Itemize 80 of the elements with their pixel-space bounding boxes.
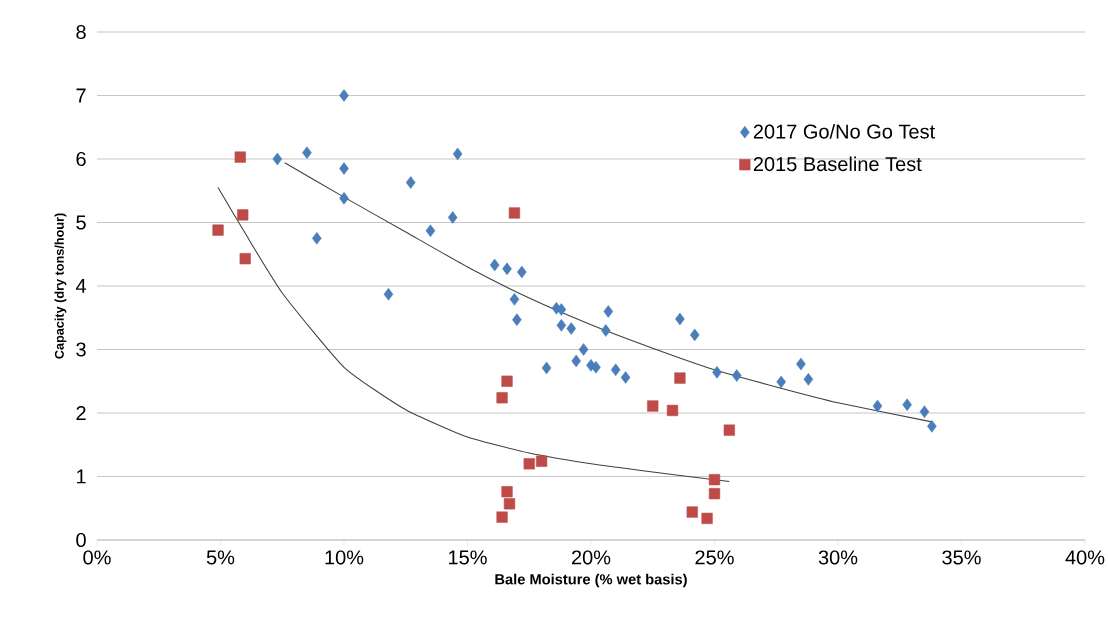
point: [872, 399, 883, 413]
point: [803, 373, 814, 386]
point: [601, 324, 611, 337]
point: [591, 361, 601, 374]
point: [302, 146, 312, 159]
line-series: [217, 187, 730, 483]
point: [675, 312, 685, 326]
y-tick-label: 7: [76, 88, 86, 103]
y-tick-label: 6: [76, 151, 86, 167]
point: [674, 372, 686, 384]
x-axis-title: Bale Moisture (% wet basis): [495, 573, 687, 588]
x-tick-label: 0%: [83, 550, 111, 565]
point: [496, 392, 508, 404]
x-tick-label: 5%: [206, 550, 235, 565]
point: [503, 498, 516, 510]
legend-label: 2017 Go/No Go Test: [753, 123, 936, 139]
point: [712, 366, 722, 379]
x-tick-label: 40%: [1065, 550, 1105, 565]
x-tick-label: 20%: [571, 550, 611, 565]
y-tick-label: 8: [76, 24, 86, 40]
point: [708, 488, 721, 500]
y-axis-title: Capacity (dry tons/hour): [54, 213, 67, 359]
legend-label: 2015 Baseline Test: [753, 156, 922, 172]
point: [237, 209, 249, 221]
point: [541, 361, 552, 375]
point: [496, 511, 508, 523]
point: [452, 147, 463, 161]
point: [536, 455, 548, 467]
point: [708, 474, 721, 486]
point: [272, 152, 283, 166]
point: [339, 89, 349, 102]
y-tick-label: 0: [76, 532, 86, 548]
point: [723, 424, 735, 436]
point: [610, 363, 621, 377]
x-tick-label: 35%: [942, 550, 981, 565]
point: [566, 322, 577, 335]
point: [339, 162, 349, 175]
point: [512, 313, 522, 326]
point: [689, 328, 700, 342]
point: [312, 232, 322, 245]
point: [234, 151, 246, 163]
point: [686, 506, 698, 518]
point: [647, 400, 659, 412]
point: [776, 375, 786, 389]
point: [509, 293, 520, 306]
y-tick-label: 3: [76, 342, 86, 357]
point: [501, 486, 513, 498]
point: [578, 343, 589, 356]
x-tick-label: 15%: [449, 550, 487, 565]
point: [425, 224, 436, 238]
point: [405, 176, 416, 189]
point: [556, 319, 567, 332]
y-tick-label: 2: [76, 406, 86, 420]
point: [447, 211, 458, 224]
point: [731, 369, 742, 382]
point: [666, 404, 679, 417]
point: [508, 207, 521, 219]
point: [701, 512, 713, 524]
point: [212, 224, 224, 236]
point: [603, 305, 614, 318]
point: [919, 405, 930, 418]
point: [523, 458, 535, 470]
x-tick-label: 10%: [325, 550, 364, 565]
x-tick-label: 25%: [695, 550, 734, 565]
point: [239, 253, 251, 265]
y-tick-label: 5: [76, 215, 86, 230]
point: [927, 420, 937, 433]
y-tick-label: 4: [75, 279, 87, 293]
point: [620, 371, 631, 384]
x-tick-label: 30%: [818, 550, 858, 565]
point: [489, 258, 500, 272]
point: [571, 354, 581, 368]
point: [383, 287, 394, 301]
point: [902, 398, 912, 412]
point: [501, 375, 513, 387]
point: [502, 262, 512, 276]
point: [796, 357, 806, 371]
y-tick-label: 1: [77, 469, 86, 484]
point: [517, 265, 527, 279]
point: [339, 192, 349, 205]
